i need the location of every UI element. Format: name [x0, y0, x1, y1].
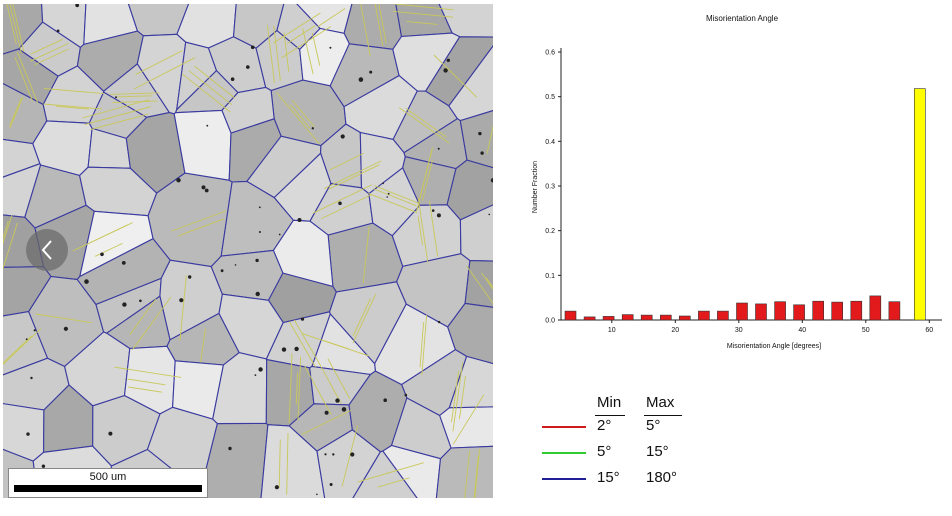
scale-bar-label: 500 um [89, 471, 127, 483]
y-tick-label: 0.5 [545, 94, 555, 101]
bar-18 [888, 301, 901, 321]
x-tick-label: 50 [862, 327, 870, 334]
legend-swatch-mid [542, 452, 586, 454]
y-tick-label: 0.4 [545, 139, 555, 146]
legend-row-1-max: 5° [646, 417, 661, 434]
x-tick-label: 60 [925, 327, 933, 334]
x-tick-label: 20 [671, 327, 679, 334]
bar-10 [736, 302, 748, 321]
legend-row-3-max: 180° [646, 469, 678, 486]
bar-16 [850, 300, 863, 321]
legend-row-3-min: 15° [597, 469, 620, 486]
scale-bar: 500 um [8, 468, 208, 498]
y-tick-label: 0.6 [545, 50, 555, 57]
y-axis-label: Number Fraction [532, 161, 539, 213]
grain-boundary-image [3, 4, 493, 498]
y-tick-label: 0.3 [545, 184, 555, 191]
bar-3 [602, 316, 615, 321]
legend-swatch-high [542, 478, 586, 480]
chart-title: Misorientation Angle [706, 14, 779, 23]
bar-13 [793, 304, 805, 321]
bar-17 [869, 295, 882, 321]
bar-2 [583, 316, 596, 321]
ebsd-grain-boundary-map: 500 um [3, 4, 493, 498]
bar-8 [698, 310, 710, 321]
x-tick-label: 30 [735, 327, 743, 334]
x-axis-label: Misorientation Angle [degrees] [727, 343, 821, 350]
legend-row-2-min: 5° [597, 443, 612, 460]
previous-image-button[interactable] [26, 229, 68, 271]
bar-4 [621, 314, 634, 321]
bar-14 [812, 300, 825, 321]
y-tick-label: 0.1 [545, 273, 555, 280]
legend-min-header: Min [597, 394, 622, 411]
chevron-left-icon [41, 240, 52, 260]
bar-12 [774, 301, 786, 321]
x-tick-label: 10 [608, 327, 616, 334]
bar-15 [831, 301, 844, 321]
boundary-legend: Min Max 2° 5° 5° 15° 15° 180° [538, 390, 708, 500]
bar-9 [717, 310, 729, 321]
bar-19 [913, 88, 926, 321]
bar-1 [564, 310, 577, 321]
legend-max-underline [644, 415, 682, 416]
legend-row-2-max: 15° [646, 443, 669, 460]
misorientation-chart: Misorientation Angle Number Fraction Mis… [532, 14, 942, 350]
legend-row-1-min: 2° [597, 417, 612, 434]
legend-max-header: Max [646, 394, 675, 411]
legend-min-underline [595, 415, 625, 416]
bar-5 [640, 314, 653, 321]
bar-7 [679, 315, 691, 321]
legend-swatch-low [542, 426, 586, 428]
scale-bar-line [14, 485, 202, 492]
bar-6 [660, 314, 672, 321]
x-tick-label: 40 [798, 327, 806, 334]
y-tick-label: 0.0 [545, 318, 555, 325]
bar-11 [755, 303, 767, 321]
y-tick-label: 0.2 [545, 228, 555, 235]
